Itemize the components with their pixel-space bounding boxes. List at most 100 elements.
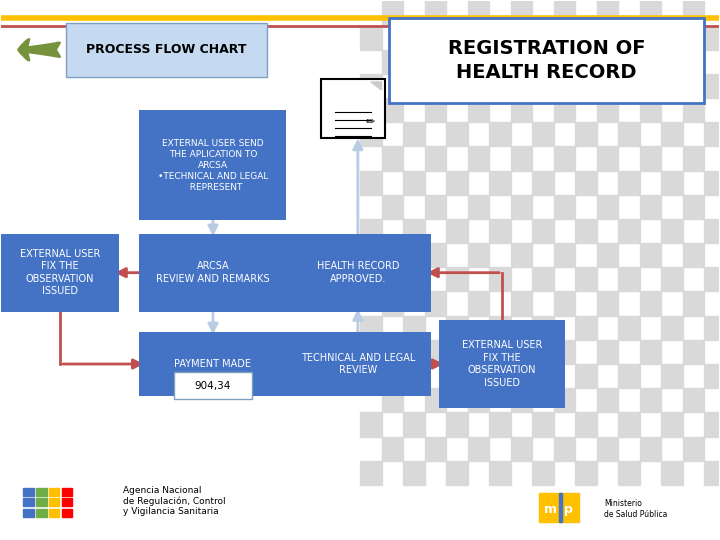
Bar [532,364,554,388]
Bar [510,146,532,171]
Bar [532,25,554,50]
Bar [36,509,47,517]
Text: HEALTH RECORD
APPROVED.: HEALTH RECORD APPROVED. [317,261,399,284]
Bar [425,243,446,267]
Text: m: m [544,503,557,516]
Bar [425,98,446,122]
Bar [510,98,532,122]
FancyBboxPatch shape [284,234,431,312]
Bar [704,316,720,340]
Bar [489,461,510,485]
Bar [425,388,446,413]
Bar [683,243,704,267]
Bar [382,146,403,171]
Bar [661,219,683,243]
Bar [446,171,467,195]
Bar [425,340,446,364]
Bar [683,195,704,219]
Bar [382,292,403,316]
Bar [23,509,34,517]
Bar [554,50,575,74]
Bar [661,461,683,485]
Bar [597,50,618,74]
Bar [575,219,597,243]
Bar [49,498,60,507]
Bar [575,267,597,292]
Text: ARCSA
REVIEW AND REMARKS: ARCSA REVIEW AND REMARKS [156,261,270,284]
Bar [532,316,554,340]
Bar [704,267,720,292]
Bar [618,25,639,50]
Bar [532,267,554,292]
Bar [360,122,382,146]
Bar [639,146,661,171]
Bar [360,316,382,340]
Bar [639,340,661,364]
Bar [554,340,575,364]
Bar [661,364,683,388]
Bar [382,340,403,364]
Bar [446,267,467,292]
Bar [360,219,382,243]
Bar [597,436,618,461]
Bar [618,122,639,146]
Bar [403,171,425,195]
Bar [382,436,403,461]
Bar [554,292,575,316]
Bar [510,50,532,74]
FancyBboxPatch shape [140,332,287,396]
Bar [618,74,639,98]
Bar [683,436,704,461]
Bar [532,461,554,485]
Bar [510,388,532,413]
Bar [467,292,489,316]
Bar [425,292,446,316]
Bar [575,25,597,50]
Bar [49,488,60,496]
Bar [618,267,639,292]
Bar [704,413,720,436]
Bar [489,171,510,195]
Bar [510,195,532,219]
Bar [532,219,554,243]
Bar [683,50,704,74]
Bar [683,2,704,25]
Bar [489,316,510,340]
Bar [575,316,597,340]
Bar [661,122,683,146]
Bar [489,364,510,388]
FancyBboxPatch shape [140,234,287,312]
Bar [597,146,618,171]
Bar [446,364,467,388]
Bar [554,243,575,267]
Bar [639,50,661,74]
Bar [360,74,382,98]
Bar [554,2,575,25]
Bar [510,2,532,25]
FancyBboxPatch shape [284,332,431,396]
Bar [446,461,467,485]
Bar [597,388,618,413]
Bar [554,388,575,413]
Bar [618,364,639,388]
Bar [403,267,425,292]
Bar [532,74,554,98]
Bar [489,413,510,436]
Text: p: p [564,503,572,516]
FancyBboxPatch shape [66,23,267,77]
Bar [575,461,597,485]
Bar [704,171,720,195]
Bar [704,122,720,146]
Bar [597,243,618,267]
Bar [467,436,489,461]
Bar [510,243,532,267]
Bar [639,243,661,267]
Bar [618,461,639,485]
Bar [618,413,639,436]
Bar [425,195,446,219]
Bar [36,498,47,507]
Bar [661,25,683,50]
Bar [467,388,489,413]
FancyBboxPatch shape [439,320,564,408]
Bar [597,340,618,364]
